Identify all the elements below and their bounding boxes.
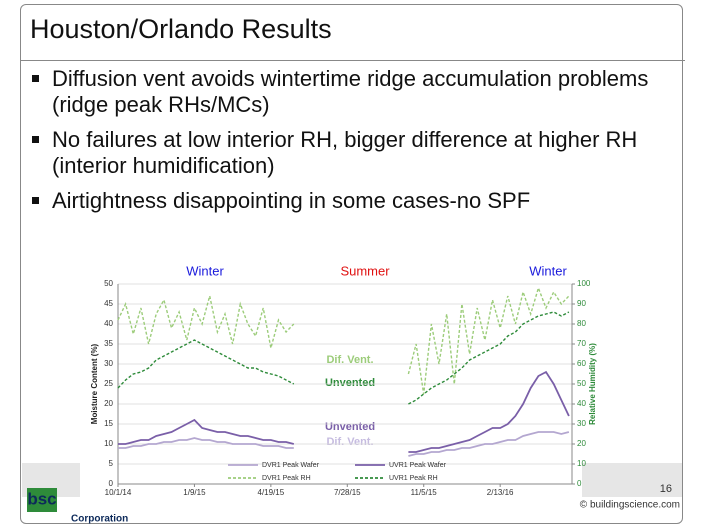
y2-tick-label: 80	[577, 319, 586, 328]
slide-title: Houston/Orlando Results	[30, 14, 332, 44]
x-tick-label: 10/1/14	[105, 488, 132, 497]
y2-tick-label: 30	[577, 419, 586, 428]
annotation: Dif. Vent.	[326, 354, 373, 366]
y-axis-label: Moisture Content (%)	[90, 343, 99, 424]
copyright: © buildingscience.com	[580, 500, 680, 511]
y2-axis-label: Relative Humidity (%)	[588, 343, 597, 425]
annotation: Unvented	[325, 377, 375, 389]
bullet: Diffusion vent avoids wintertime ridge a…	[28, 66, 668, 118]
y-tick-label: 5	[109, 459, 114, 468]
legend-label: DVR1 Peak Wafer	[262, 462, 320, 469]
y-tick-label: 45	[104, 299, 113, 308]
series-line	[118, 370, 570, 453]
logo-box	[27, 488, 57, 512]
y-tick-label: 0	[109, 479, 114, 488]
bullet-list: Diffusion vent avoids wintertime ridge a…	[28, 66, 668, 223]
x-tick-label: 11/5/15	[411, 488, 438, 497]
bullet: No failures at low interior RH, bigger d…	[28, 127, 668, 179]
y-tick-label: 40	[104, 319, 113, 328]
legend-label: UVR1 Peak RH	[389, 475, 438, 482]
slide-frame	[20, 4, 683, 524]
annotation: Unvented	[325, 421, 375, 433]
y-tick-label: 25	[104, 379, 113, 388]
logo-text: bsc	[27, 489, 56, 508]
y2-tick-label: 0	[577, 479, 582, 488]
y-tick-label: 15	[104, 419, 113, 428]
x-tick-label: 4/19/15	[258, 488, 285, 497]
x-tick-label: 7/28/15	[334, 488, 361, 497]
y-tick-label: 20	[104, 399, 113, 408]
y2-tick-label: 10	[577, 459, 586, 468]
bullet: Airtightness disappointing in some cases…	[28, 188, 668, 214]
company-name: Corporation	[71, 514, 128, 525]
y2-tick-label: 60	[577, 359, 586, 368]
y-tick-label: 30	[104, 359, 113, 368]
y2-tick-label: 50	[577, 379, 586, 388]
annotation: Dif. Vent.	[326, 436, 373, 448]
title-rule	[20, 60, 685, 61]
x-tick-label: 1/9/15	[183, 488, 206, 497]
legend-label: DVR1 Peak RH	[262, 475, 311, 482]
y2-tick-label: 20	[577, 439, 586, 448]
legend-label: UVR1 Peak Wafer	[389, 462, 447, 469]
series-line	[118, 431, 570, 457]
series-line	[117, 311, 570, 405]
y2-tick-label: 100	[577, 279, 591, 288]
y2-tick-label: 70	[577, 339, 586, 348]
y2-tick-label: 40	[577, 399, 586, 408]
series-line	[117, 285, 570, 395]
page-number: 16	[660, 483, 672, 495]
y-tick-label: 50	[104, 279, 113, 288]
y-tick-label: 10	[104, 439, 113, 448]
annotation: Winter	[186, 263, 224, 278]
annotation: Winter	[529, 263, 567, 278]
annotation: Summer	[340, 263, 390, 278]
y-tick-label: 35	[104, 339, 113, 348]
y2-tick-label: 90	[577, 299, 586, 308]
x-tick-label: 2/13/16	[487, 488, 514, 497]
